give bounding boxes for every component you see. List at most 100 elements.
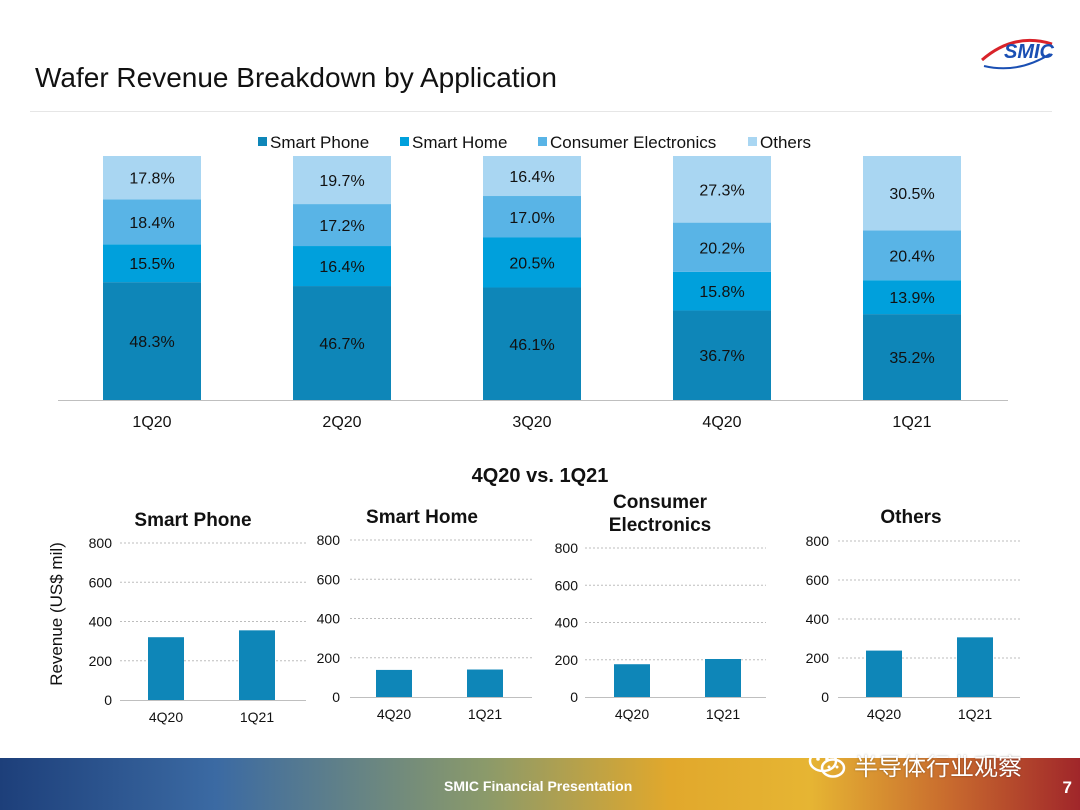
bar-3q20-consumer-electronics	[483, 196, 581, 238]
consumer-electronics-bar-4q20	[614, 664, 650, 697]
consumer-electronics-x-tick-1q21: 1Q21	[706, 706, 740, 722]
data-label-2q20-others: 19.7%	[319, 173, 364, 190]
smart-phone-bar-1q21	[239, 630, 275, 700]
consumer-electronics-chart-title-line-1: Consumer	[613, 492, 708, 513]
smart-phone-chart-title: Smart Phone	[134, 510, 251, 531]
data-label-4q20-others: 27.3%	[699, 182, 744, 199]
data-label-3q20-smart-home: 20.5%	[509, 256, 554, 273]
smart-phone-x-tick-1q21: 1Q21	[240, 709, 274, 725]
legend-label-consumer-electronics: Consumer Electronics	[550, 133, 716, 152]
legend-swatch-smart-phone	[258, 137, 267, 146]
data-label-4q20-consumer-electronics: 20.2%	[699, 240, 744, 257]
smart-home-y-tick-400: 400	[317, 611, 341, 627]
legend-label-others: Others	[760, 133, 811, 152]
bar-2q20-consumer-electronics	[293, 204, 391, 247]
bar-1q21-smart-home	[863, 280, 961, 315]
others-bar-1q21	[957, 637, 993, 697]
data-label-1q21-smart-home: 13.9%	[889, 290, 934, 307]
data-label-1q21-others: 30.5%	[889, 186, 934, 203]
wechat-icon	[808, 749, 846, 778]
page-number: 7	[1062, 778, 1072, 797]
data-label-1q20-smart-home: 15.5%	[129, 256, 174, 273]
smart-phone-bar-4q20	[148, 637, 184, 700]
others-x-tick-4q20: 4Q20	[867, 706, 901, 722]
legend-swatch-consumer-electronics	[538, 137, 547, 146]
bar-1q21-smart-phone	[863, 314, 961, 400]
footer-label: SMIC Financial Presentation	[444, 778, 633, 794]
others-bar-4q20	[866, 650, 902, 697]
data-label-1q20-smart-phone: 48.3%	[129, 334, 174, 351]
smic-logo-text: SMIC	[1004, 41, 1054, 63]
bar-3q20-smart-phone	[483, 287, 581, 400]
legend-swatch-smart-home	[400, 137, 409, 146]
smart-phone-y-tick-0: 0	[104, 692, 112, 708]
watermark: 半导体行业观察	[808, 746, 1022, 782]
consumer-electronics-bar-1q21	[705, 659, 741, 697]
bar-2q20-smart-home	[293, 246, 391, 287]
smic-logo	[981, 38, 1053, 70]
consumer-electronics-y-tick-600: 600	[555, 577, 579, 593]
bar-4q20-consumer-electronics	[673, 222, 771, 272]
legend-label-smart-home: Smart Home	[412, 133, 507, 152]
data-label-2q20-smart-phone: 46.7%	[319, 336, 364, 353]
bar-4q20-smart-phone	[673, 310, 771, 400]
smart-phone-y-tick-400: 400	[89, 614, 113, 630]
x-tick-4q20: 4Q20	[702, 414, 741, 431]
revenue-charts: Smart Phone Smart Home Consumer Electronic…	[47, 133, 1020, 725]
bar-4q20-others	[673, 156, 771, 223]
data-label-3q20-others: 16.4%	[509, 169, 554, 186]
smart-home-bar-4q20	[376, 669, 412, 697]
data-label-1q20-others: 17.8%	[129, 171, 174, 188]
comparison-title: 4Q20 vs. 1Q21	[471, 465, 609, 487]
bar-4q20-smart-home	[673, 271, 771, 311]
data-label-2q20-smart-home: 16.4%	[319, 259, 364, 276]
data-label-4q20-smart-phone: 36.7%	[699, 348, 744, 365]
data-label-4q20-smart-home: 15.8%	[699, 284, 744, 301]
bar-3q20-others	[483, 156, 581, 197]
bar-1q20-smart-phone	[103, 282, 201, 400]
bar-3q20-smart-home	[483, 237, 581, 288]
bar-2q20-smart-phone	[293, 286, 391, 400]
legend-label-smart-phone: Smart Phone	[270, 133, 369, 152]
others-y-tick-400: 400	[806, 611, 830, 627]
others-y-tick-600: 600	[806, 572, 830, 588]
consumer-electronics-x-tick-4q20: 4Q20	[615, 706, 649, 722]
bar-1q20-others	[103, 156, 201, 200]
bar-1q20-consumer-electronics	[103, 199, 201, 245]
smart-home-y-tick-600: 600	[317, 571, 341, 587]
smart-home-y-tick-0: 0	[332, 689, 340, 705]
watermark-text: 半导体行业观察	[854, 752, 1022, 781]
smart-phone-x-tick-4q20: 4Q20	[149, 709, 183, 725]
bar-1q21-consumer-electronics	[863, 230, 961, 281]
bar-2q20-others	[293, 156, 391, 205]
others-y-tick-800: 800	[806, 533, 830, 549]
x-tick-1q20: 1Q20	[132, 414, 171, 431]
bar-1q21-others	[863, 156, 961, 231]
consumer-electronics-chart-title-line-2: Electronics	[609, 515, 711, 536]
bar-1q20-smart-home	[103, 244, 201, 283]
data-label-1q21-consumer-electronics: 20.4%	[889, 248, 934, 265]
consumer-electronics-y-tick-400: 400	[555, 615, 579, 631]
data-label-1q21-smart-phone: 35.2%	[889, 350, 934, 367]
data-label-3q20-consumer-electronics: 17.0%	[509, 210, 554, 227]
others-y-tick-0: 0	[821, 689, 829, 705]
smart-phone-y-tick-200: 200	[89, 653, 113, 669]
others-x-tick-1q21: 1Q21	[958, 706, 992, 722]
consumer-electronics-y-tick-800: 800	[555, 540, 579, 556]
others-chart-title: Others	[880, 507, 941, 528]
smart-home-y-tick-200: 200	[317, 650, 341, 666]
smart-home-x-tick-4q20: 4Q20	[377, 706, 411, 722]
x-tick-3q20: 3Q20	[512, 414, 551, 431]
data-label-1q20-consumer-electronics: 18.4%	[129, 215, 174, 232]
x-tick-2q20: 2Q20	[322, 414, 361, 431]
consumer-electronics-y-tick-0: 0	[570, 689, 578, 705]
smart-home-y-tick-800: 800	[317, 532, 341, 548]
smart-phone-y-tick-600: 600	[89, 574, 113, 590]
title-divider	[30, 111, 1052, 112]
page-title: Wafer Revenue Breakdown by Application	[35, 62, 557, 93]
others-y-tick-200: 200	[806, 650, 830, 666]
legend-swatch-others	[748, 137, 757, 146]
x-tick-1q21: 1Q21	[892, 414, 931, 431]
smart-phone-y-axis-label: Revenue (US$ mil)	[47, 542, 66, 686]
smart-home-chart-title: Smart Home	[366, 507, 478, 528]
